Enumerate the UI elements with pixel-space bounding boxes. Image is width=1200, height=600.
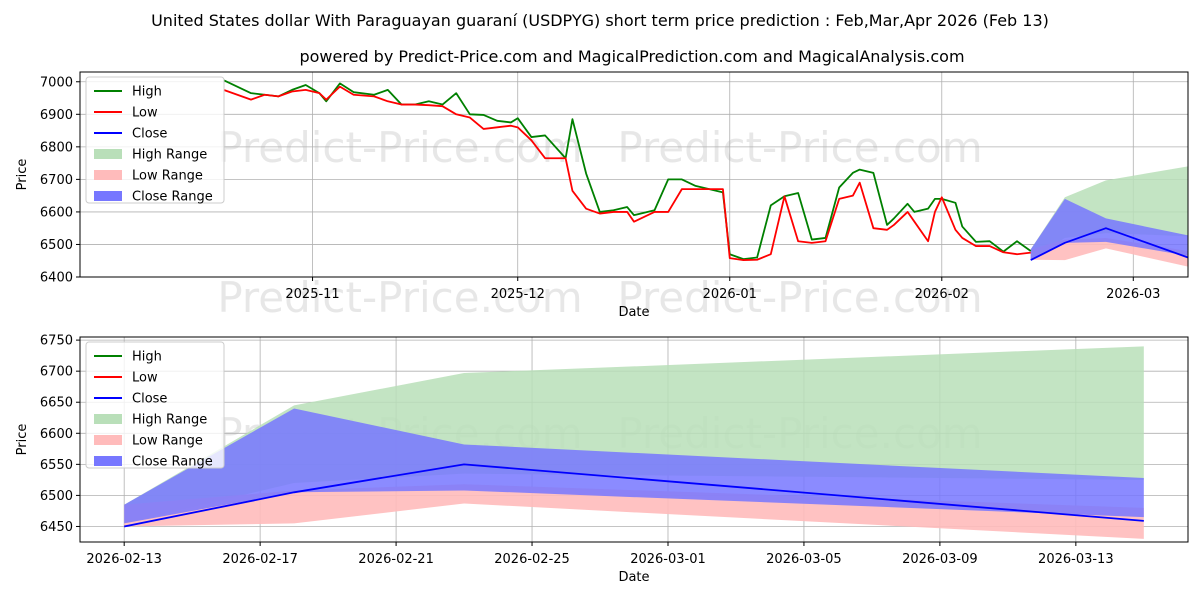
bottom-xtick-label: 2026-03-01 bbox=[630, 552, 706, 567]
top-close-line bbox=[1030, 227, 1188, 261]
watermark-text: Predict-Price.com bbox=[217, 123, 582, 172]
bottom-legend-label: High bbox=[132, 350, 162, 365]
top-xtick-label: 2026-02 bbox=[915, 287, 969, 302]
bottom-high-range-band bbox=[124, 346, 1144, 524]
bottom-low-range-band bbox=[124, 484, 1144, 539]
bottom-legend-label: Low Range bbox=[132, 434, 203, 449]
chart-subtitle: powered by Predict-Price.com and Magical… bbox=[299, 47, 964, 66]
top-xlabel: Date bbox=[618, 305, 649, 320]
bottom-xtick-label: 2026-03-05 bbox=[766, 552, 842, 567]
watermark-text: Predict-Price.com bbox=[217, 273, 582, 322]
chart-title: United States dollar With Paraguayan gua… bbox=[151, 11, 1049, 30]
bottom-xtick-label: 2026-03-09 bbox=[902, 552, 978, 567]
top-plot-area bbox=[223, 79, 1188, 267]
watermark-text: Predict-Price.com bbox=[617, 273, 982, 322]
watermark-text: Predict-Price.com bbox=[617, 123, 982, 172]
top-legend-label: Low Range bbox=[132, 169, 203, 184]
top-legend-label: Close bbox=[132, 127, 167, 142]
bottom-plot-area bbox=[124, 346, 1144, 539]
top-xtick-label: 2025-11 bbox=[285, 287, 339, 302]
top-legend-swatch-close-range bbox=[94, 191, 122, 201]
top-axes-frame bbox=[79, 71, 1189, 278]
bottom-ytick-label: 6500 bbox=[40, 489, 73, 504]
bottom-ytick-label: 6550 bbox=[40, 458, 73, 473]
bottom-legend-swatch-close-range bbox=[94, 456, 122, 466]
bottom-close-range-band bbox=[124, 408, 1144, 524]
top-legend-swatch-low-range bbox=[94, 170, 122, 180]
top-xtick-label: 2026-03 bbox=[1106, 287, 1160, 302]
top-low-line bbox=[223, 85, 1031, 261]
top-legend-label: Close Range bbox=[132, 190, 213, 205]
top-ytick-label: 6900 bbox=[40, 108, 73, 123]
bottom-legend-swatch-low-range bbox=[94, 435, 122, 445]
bottom-legend-label: High Range bbox=[132, 413, 207, 428]
bottom-ytick-label: 6600 bbox=[40, 427, 73, 442]
top-ytick-label: 6800 bbox=[40, 140, 73, 155]
top-legend-label: Low bbox=[132, 106, 158, 121]
top-legend-swatch-high-range bbox=[94, 149, 122, 159]
bottom-xlabel: Date bbox=[618, 570, 649, 585]
top-legend-label: High Range bbox=[132, 148, 207, 163]
bottom-xtick-label: 2026-02-25 bbox=[494, 552, 570, 567]
bottom-axes-frame bbox=[79, 336, 1189, 543]
top-legend-label: High bbox=[132, 85, 162, 100]
bottom-legend-label: Low bbox=[132, 371, 158, 386]
bottom-ytick-label: 6650 bbox=[40, 396, 73, 411]
top-ytick-label: 6400 bbox=[40, 271, 73, 286]
top-xtick-label: 2025-12 bbox=[491, 287, 545, 302]
top-ytick-label: 6600 bbox=[40, 205, 73, 220]
top-ytick-label: 6700 bbox=[40, 173, 73, 188]
top-ytick-label: 6500 bbox=[40, 238, 73, 253]
bottom-xtick-label: 2026-03-13 bbox=[1038, 552, 1114, 567]
bottom-legend-label: Close bbox=[132, 392, 167, 407]
bottom-ytick-label: 6750 bbox=[40, 334, 73, 349]
bottom-ytick-label: 6450 bbox=[40, 520, 73, 535]
bottom-xtick-label: 2026-02-17 bbox=[222, 552, 298, 567]
bottom-close-line bbox=[124, 463, 1144, 528]
top-high-line bbox=[223, 79, 1032, 261]
bottom-legend-label: Close Range bbox=[132, 455, 213, 470]
top-chart: 6400 6500 6600 6700 6800 6900 7000 2025-11 2025-… bbox=[15, 71, 1189, 320]
top-xtick-label: 2026-01 bbox=[703, 287, 757, 302]
bottom-xtick-label: 2026-02-13 bbox=[86, 552, 162, 567]
bottom-legend-swatch-high-range bbox=[94, 414, 122, 424]
bottom-ylabel: Price bbox=[15, 424, 30, 456]
bottom-chart: 6450 6500 6550 6600 6650 6700 6750 2026-02-13 20… bbox=[15, 334, 1189, 585]
bottom-xtick-label: 2026-02-21 bbox=[358, 552, 434, 567]
top-ytick-label: 7000 bbox=[40, 75, 73, 90]
top-ylabel: Price bbox=[15, 159, 30, 191]
bottom-ytick-label: 6700 bbox=[40, 365, 73, 380]
